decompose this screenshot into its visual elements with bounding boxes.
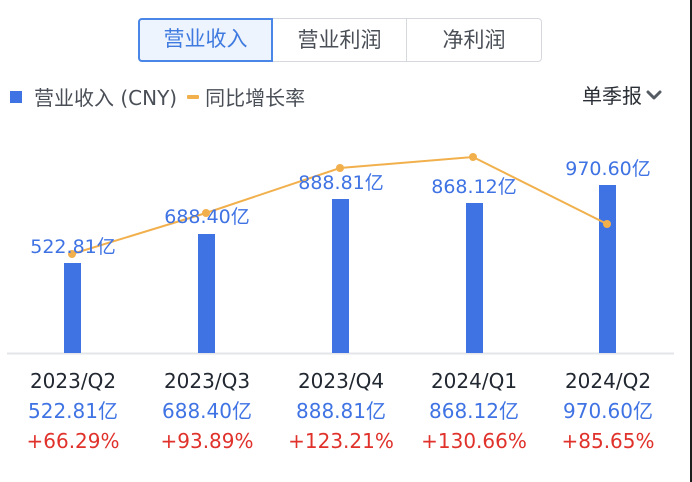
- period-selector-label: 单季报: [582, 84, 642, 108]
- revenue-value: 522.81亿: [28, 399, 118, 423]
- bar-value-label: 888.81亿: [298, 172, 384, 194]
- revenue-value: 970.60亿: [563, 399, 653, 423]
- line-legend-label: 同比增长率: [205, 86, 306, 110]
- bar-value-label: 970.60亿: [565, 158, 651, 180]
- window-edge: [690, 0, 692, 482]
- quarter-column: 2024/Q1 868.12亿 +130.66%: [407, 366, 541, 456]
- tab-operating-profit[interactable]: 营业利润: [273, 19, 407, 61]
- bar-value-label: 688.40亿: [164, 206, 250, 228]
- growth-rate: +130.66%: [421, 429, 527, 453]
- quarter-label: 2024/Q2: [564, 369, 652, 393]
- chevron-down-icon: [646, 90, 662, 99]
- growth-rate: +123.21%: [288, 429, 394, 453]
- line-legend-swatch-icon: [187, 94, 200, 99]
- tab-net-profit[interactable]: 净利润: [442, 28, 506, 52]
- bar-value-label: 522.81亿: [30, 236, 116, 258]
- bar-legend-swatch-icon: [10, 90, 22, 103]
- revenue-bars: [64, 185, 616, 353]
- bar-2023-q2: [64, 263, 81, 353]
- quarter-column: 2024/Q2 970.60亿 +85.65%: [541, 366, 675, 456]
- growth-rate: +66.29%: [26, 429, 120, 453]
- bar-2023-q4: [332, 199, 349, 353]
- growth-rate: +85.65%: [561, 429, 655, 453]
- period-selector[interactable]: 单季报: [582, 80, 662, 109]
- quarter-column: 2023/Q2 522.81亿 +66.29%: [6, 366, 140, 456]
- revenue-value: 888.81亿: [296, 399, 386, 423]
- bar-2024-q2: [599, 185, 616, 353]
- quarter-label: 2024/Q1: [430, 369, 518, 393]
- quarter-column: 2023/Q4 888.81亿 +123.21%: [274, 366, 408, 456]
- quarter-label: 2023/Q4: [297, 369, 385, 393]
- quarter-label: 2023/Q2: [29, 369, 117, 393]
- quarter-column: 2023/Q3 688.40亿 +93.89%: [140, 366, 274, 456]
- revenue-value: 688.40亿: [162, 399, 252, 423]
- revenue-value: 868.12亿: [429, 399, 519, 423]
- metric-tabs: 营业收入 营业利润 净利润: [138, 18, 542, 62]
- bar-2024-q1: [466, 203, 483, 353]
- growth-rate: +93.89%: [160, 429, 254, 453]
- chart-legend: 营业收入 (CNY) 同比增长率: [10, 82, 305, 111]
- bar-value-label: 868.12亿: [431, 176, 517, 198]
- quarter-label: 2023/Q3: [163, 369, 251, 393]
- bar-legend-label: 营业收入 (CNY): [34, 86, 178, 110]
- bar-2023-q3: [198, 234, 215, 353]
- tab-revenue[interactable]: 营业收入: [138, 18, 273, 62]
